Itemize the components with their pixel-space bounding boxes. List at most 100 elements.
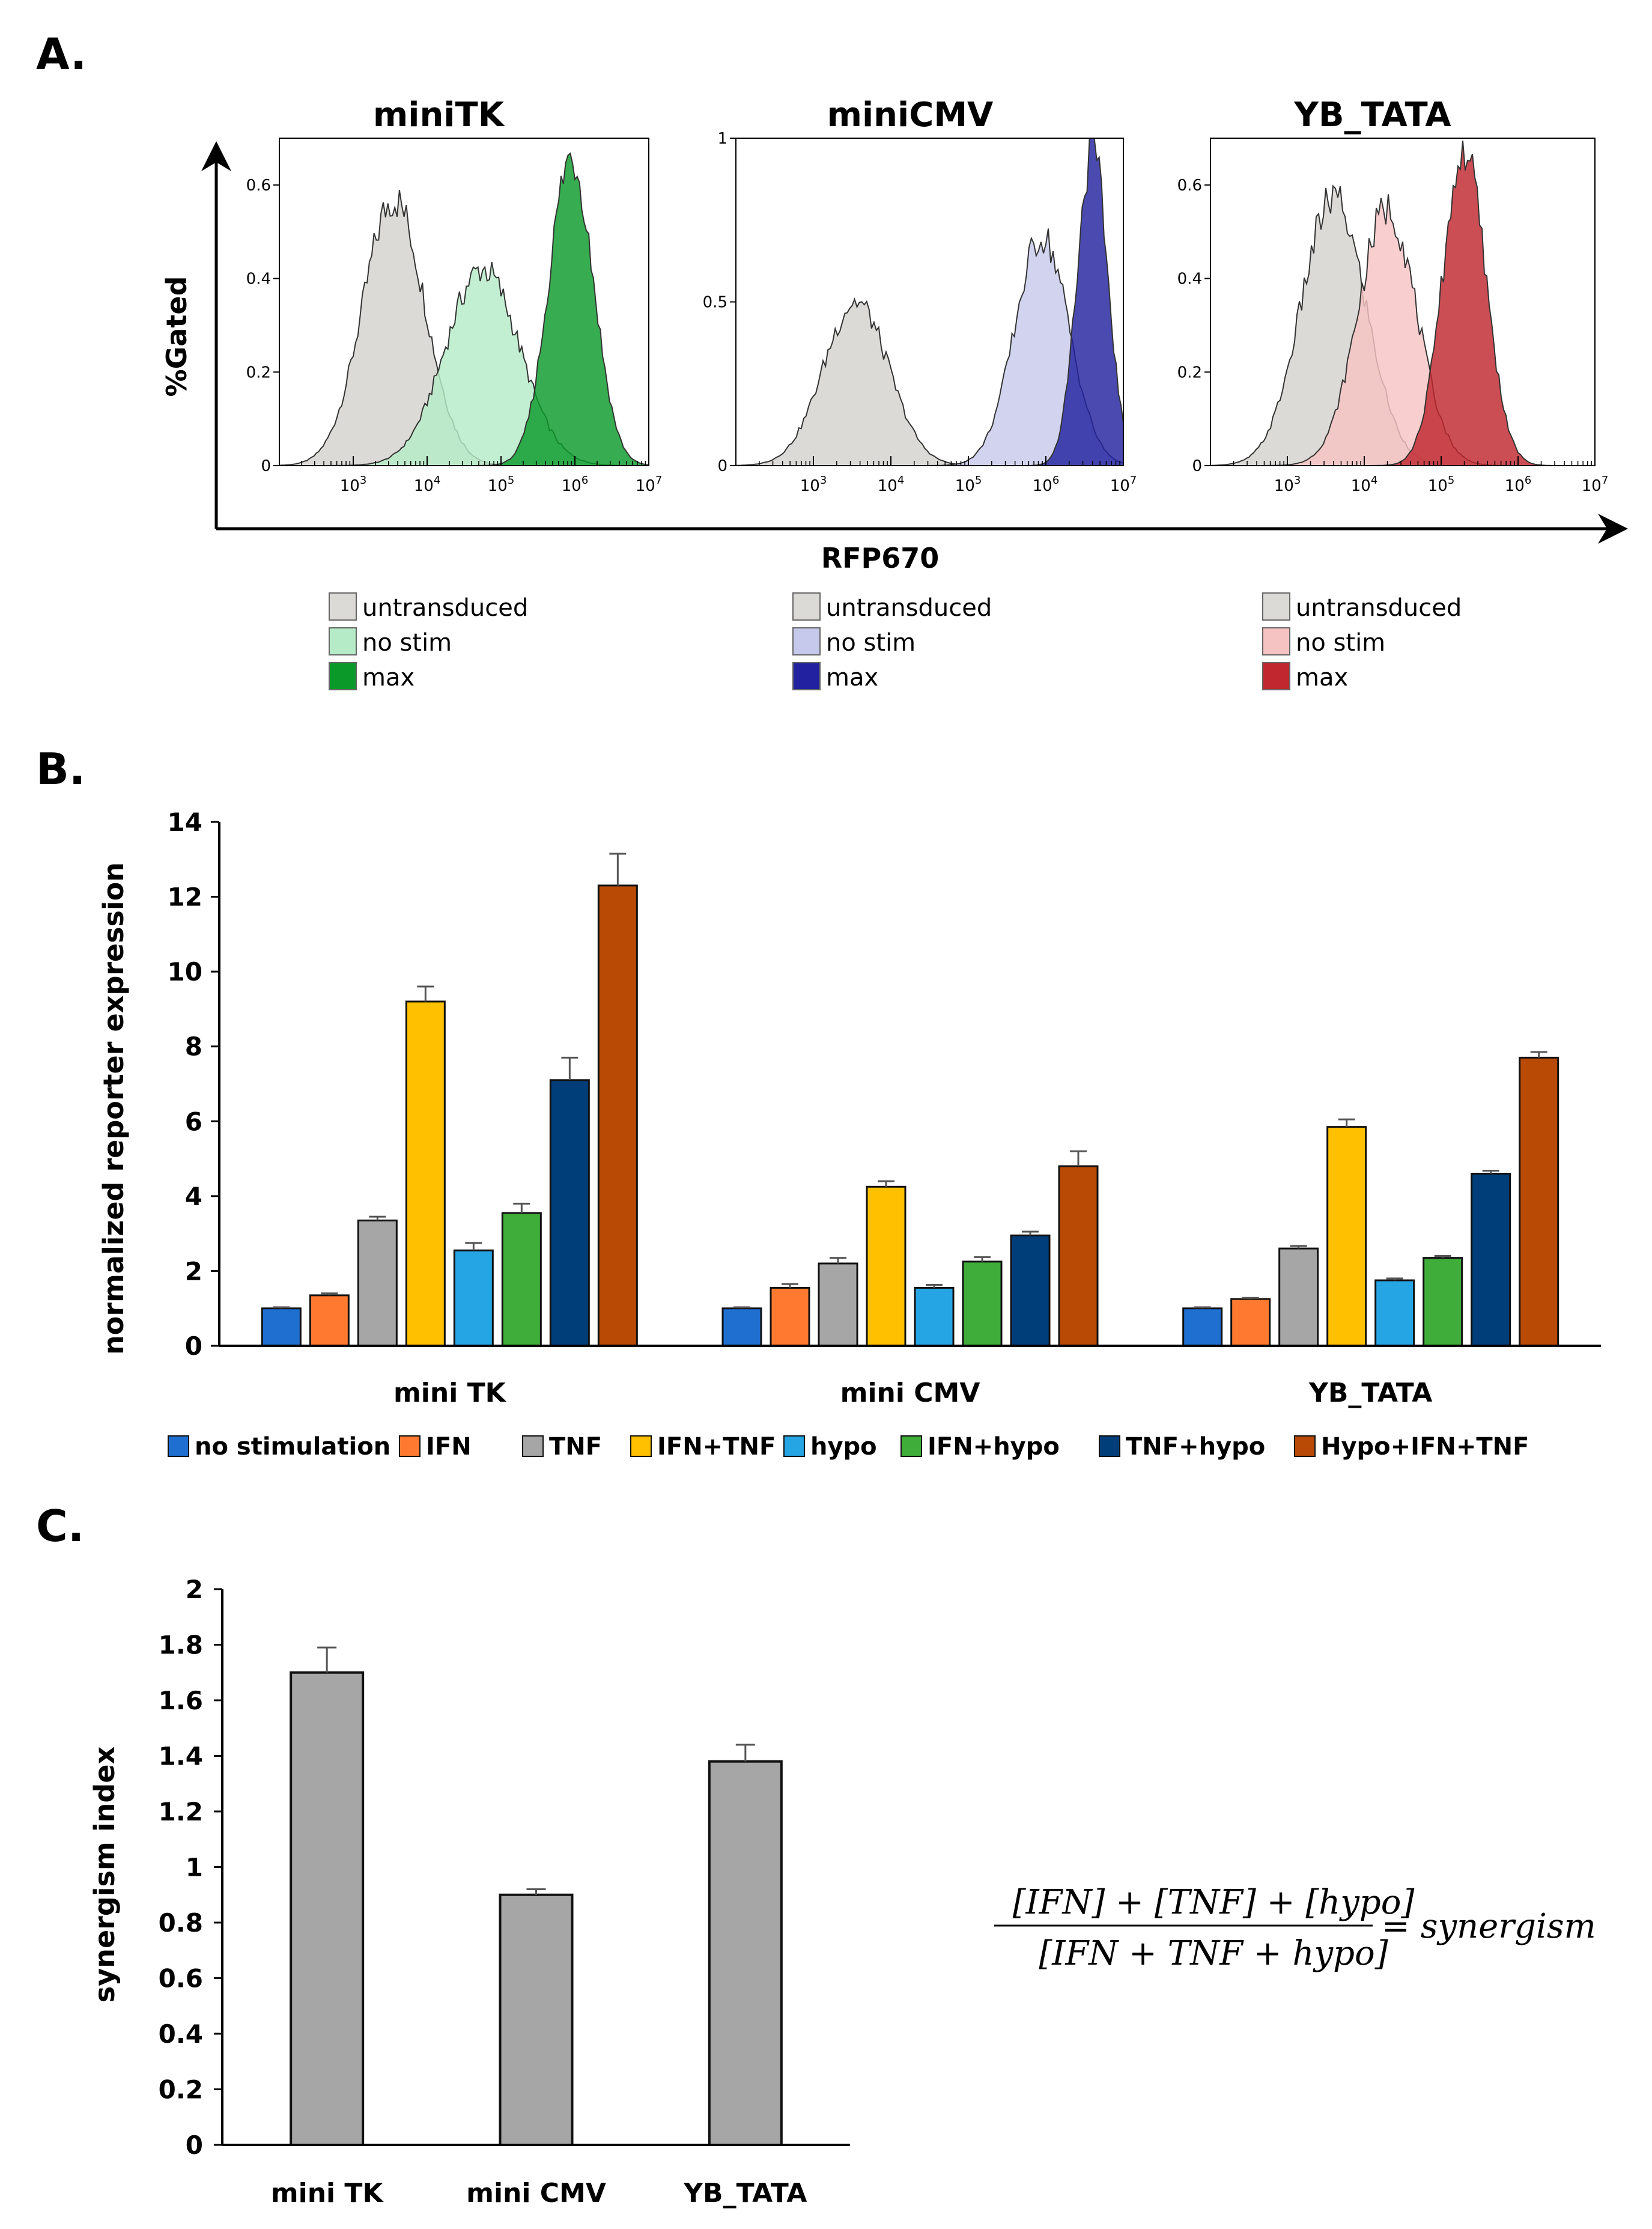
- b-yticks: 0 2 4 6 8 10 12 14: [168, 807, 219, 1361]
- b-bars: [261, 853, 1559, 1347]
- bar-IFN+TNF: [1326, 1126, 1367, 1347]
- bar-hypo: [1374, 1279, 1415, 1347]
- panel-a-histograms: %Gated RFP670 miniTK 00.20.40.6 103 104 10…: [160, 96, 1628, 692]
- legend-label: IFN: [426, 1433, 472, 1461]
- a-title-ybtata: YB_TATA: [1293, 96, 1451, 135]
- legend-swatch: [329, 592, 357, 621]
- category-label: YB_TATA: [1308, 1378, 1432, 1408]
- legend-label: untransduced: [1296, 594, 1462, 622]
- bar-IFN+hypo: [962, 1260, 1003, 1347]
- y-tick-label: 0: [186, 2130, 203, 2160]
- y-tick-label: 0.2: [159, 2075, 203, 2105]
- y-tick-label: 0.8: [159, 1908, 203, 1938]
- legend-swatch: [399, 1435, 421, 1457]
- panel-b-bar-chart: normalized reporter expression 0 2 4 6 8 10 12…: [97, 807, 1601, 1461]
- legend-swatch: [1294, 1435, 1316, 1457]
- bar-no stimulation: [261, 1307, 302, 1347]
- y-tick-label: 0.6: [1177, 177, 1202, 195]
- bar-mini TK: [290, 1671, 365, 2146]
- legend-label: TNF: [549, 1433, 602, 1461]
- x-tick-label: 105: [955, 474, 982, 495]
- legend-label: IFN+TNF: [657, 1433, 776, 1461]
- legend-label: no stimulation: [195, 1433, 390, 1461]
- x-tick-label: 107: [1582, 474, 1609, 495]
- b-legend: no stimulation IFN TNF IFN+TNF hypo IFN+hypo T…: [168, 1433, 1529, 1461]
- panel-c-bar-chart: synergism index 0 0.2 0.4 0.6 0.8 1 1.2 1.4 1.6 1…: [88, 1575, 1596, 2209]
- y-tick-label: 2: [186, 1575, 203, 1604]
- bar-IFN+TNF: [405, 1000, 446, 1347]
- y-tick-label: 0.5: [703, 294, 727, 312]
- x-tick-label: 105: [488, 474, 515, 495]
- category-label: mini TK: [393, 1378, 507, 1408]
- x-tick-label: 103: [1274, 474, 1301, 495]
- c-category-labels: mini TK mini CMV YB_TATA: [271, 2178, 807, 2209]
- bar-hypo: [453, 1249, 494, 1347]
- bar-YB_TATA: [708, 1760, 783, 2146]
- panel-a-label: A.: [36, 29, 87, 79]
- y-tick-label: 1.2: [159, 1797, 203, 1826]
- legend-swatch: [630, 1435, 652, 1457]
- y-tick-label: 0.6: [159, 1964, 203, 1993]
- legend-swatch: [1262, 662, 1290, 690]
- bar-Hypo+IFN+TNF: [597, 884, 638, 1347]
- y-tick-label: 0.2: [246, 363, 271, 382]
- c-ylabel: synergism index: [88, 1747, 121, 2002]
- legend-label: IFN+hypo: [928, 1433, 1060, 1461]
- y-tick-label: 0.4: [159, 2019, 203, 2049]
- x-tick-label: 104: [1351, 474, 1378, 495]
- bar-no stimulation: [1182, 1307, 1223, 1347]
- x-tick-label: 105: [1428, 474, 1455, 495]
- a-frame-minitk: [279, 138, 649, 466]
- y-tick-label: 10: [168, 957, 202, 987]
- bar-TNF+hypo: [1471, 1172, 1511, 1347]
- bar-hypo: [914, 1286, 955, 1347]
- bar-IFN+hypo: [1423, 1257, 1463, 1347]
- legend-swatch: [1262, 592, 1290, 621]
- y-tick-label: 0.2: [1177, 363, 1202, 382]
- bar-IFN+hypo: [501, 1212, 542, 1347]
- y-tick-label: 2: [185, 1256, 202, 1286]
- a-plot-area-minicmv: [735, 138, 1124, 466]
- legend-label: max: [1296, 664, 1348, 692]
- legend-swatch: [1099, 1435, 1120, 1457]
- bar-Hypo+IFN+TNF: [1058, 1165, 1099, 1347]
- a-yticks-minitk: 0 0.2 0.4 0.6: [246, 177, 279, 475]
- bar-TNF: [818, 1262, 858, 1347]
- y-tick-label: 0.4: [1177, 270, 1202, 288]
- y-tick-label: 1.6: [159, 1686, 203, 1715]
- legend-swatch: [900, 1435, 922, 1457]
- legend-label: hypo: [810, 1433, 877, 1461]
- a-title-minitk: miniTK: [373, 96, 506, 135]
- a-frame-ybtata: [1210, 138, 1596, 466]
- bar-TNF: [357, 1219, 398, 1347]
- a-subplot-minicmv: miniCMV 00.51 103 104 105 106 107 untransduc…: [703, 96, 1137, 692]
- a-xticks-minicmv: 103 104 105 106 107: [759, 456, 1137, 495]
- a-yticks-minicmv: 00.51: [703, 130, 736, 475]
- category-label: mini CMV: [840, 1378, 980, 1408]
- y-tick-label: 0: [1192, 457, 1202, 475]
- a-subplot-ybtata: YB_TATA 0 0.2 0.4 0.6 103 104 105 106 107 untra…: [1177, 96, 1609, 692]
- a-xlabel: RFP670: [821, 542, 940, 574]
- legend-label: no stim: [826, 629, 916, 657]
- bar-TNF+hypo: [1010, 1234, 1051, 1347]
- a-legend-minicmv: untransduced no stim max: [792, 592, 992, 692]
- bar-Hypo+IFN+TNF: [1519, 1056, 1559, 1347]
- bar-IFN: [770, 1286, 810, 1347]
- category-label: mini CMV: [466, 2178, 606, 2209]
- histogram-no-stim: [1210, 194, 1595, 466]
- bar-no stimulation: [721, 1307, 762, 1347]
- c-bars: [290, 1646, 783, 2146]
- y-tick-label: 6: [185, 1107, 202, 1136]
- y-tick-label: 1: [717, 130, 727, 148]
- formula-numerator: [IFN] + [TNF] + [hypo]: [1013, 1883, 1415, 1922]
- x-tick-label: 106: [1505, 474, 1532, 495]
- x-tick-label: 104: [414, 474, 441, 495]
- y-tick-label: 12: [168, 883, 202, 912]
- c-formula: [IFN] + [TNF] + [hypo] [IFN + TNF + hypo…: [994, 1883, 1596, 1973]
- x-tick-label: 103: [800, 474, 827, 495]
- a-plot-area-minitk: [279, 152, 649, 466]
- bar-TNF+hypo: [549, 1079, 590, 1347]
- legend-label: TNF+hypo: [1126, 1433, 1265, 1461]
- legend-swatch: [1262, 627, 1290, 655]
